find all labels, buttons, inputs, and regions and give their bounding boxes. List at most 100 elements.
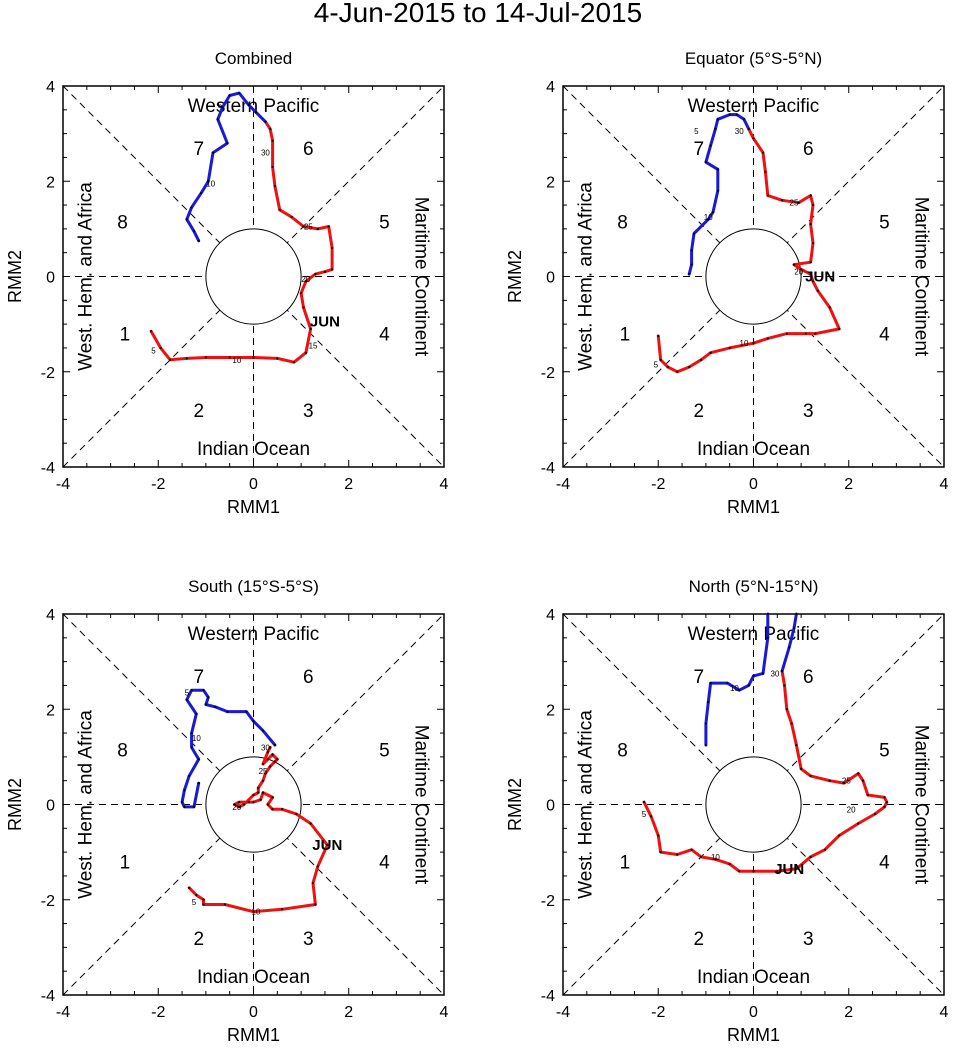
day-label: 20 xyxy=(794,268,803,277)
day-point xyxy=(197,781,200,785)
day-point xyxy=(716,118,719,121)
day-point xyxy=(238,801,241,804)
day-point xyxy=(795,743,798,747)
phase-label-7: 7 xyxy=(693,667,704,688)
phase-label-6: 6 xyxy=(303,139,314,160)
y-tick-label: -2 xyxy=(541,365,555,382)
x-tick-label: -2 xyxy=(651,1004,665,1021)
day-point xyxy=(252,793,255,797)
day-point xyxy=(738,689,741,692)
day-point xyxy=(728,862,731,866)
region-label-top: Western Pacific xyxy=(188,624,320,645)
day-point xyxy=(271,796,274,799)
day-label: 10 xyxy=(192,734,201,743)
region-label-right: Maritime Continent xyxy=(410,197,431,357)
day-label: 20 xyxy=(847,805,856,814)
x-tick-label: 0 xyxy=(749,1004,758,1021)
day-point xyxy=(785,332,788,335)
day-point xyxy=(752,342,755,345)
y-tick-label: 0 xyxy=(546,798,555,815)
day-point xyxy=(330,268,334,271)
day-point xyxy=(811,242,815,245)
day-point xyxy=(261,779,265,782)
day-point xyxy=(714,127,717,130)
day-point xyxy=(264,772,267,775)
day-point xyxy=(788,646,791,649)
day-point xyxy=(309,327,312,330)
day-point xyxy=(707,218,710,221)
day-label: 5 xyxy=(218,101,223,110)
day-point xyxy=(247,103,250,107)
y-tick-label: -2 xyxy=(41,365,55,382)
x-tick-label: -4 xyxy=(556,1004,570,1021)
y-tick-label: 4 xyxy=(546,607,555,624)
day-point xyxy=(857,822,860,825)
day-label: 5 xyxy=(151,346,156,355)
day-point xyxy=(273,760,277,763)
day-point xyxy=(188,886,191,889)
phase-label-2: 2 xyxy=(693,401,704,422)
region-label-bottom: Indian Ocean xyxy=(697,439,810,460)
day-point xyxy=(254,111,257,114)
day-point xyxy=(192,230,196,233)
day-point xyxy=(883,805,886,808)
day-point xyxy=(766,612,769,616)
day-point xyxy=(316,227,319,230)
y-tick-label: 2 xyxy=(546,174,555,191)
day-point xyxy=(780,670,784,673)
region-label-top: Western Pacific xyxy=(188,96,320,117)
day-point xyxy=(197,758,200,761)
phase-label-3: 3 xyxy=(303,401,314,422)
x-axis-label: RMM1 xyxy=(227,497,280,517)
phase-label-5: 5 xyxy=(879,213,890,234)
day-point xyxy=(214,705,217,708)
phase-label-7: 7 xyxy=(193,667,204,688)
phase-label-8: 8 xyxy=(617,213,628,234)
day-point xyxy=(238,92,241,95)
day-point xyxy=(811,203,815,207)
x-tick-label: -2 xyxy=(151,1004,165,1021)
day-point xyxy=(290,215,293,219)
month-label: JUN xyxy=(312,837,342,854)
day-point xyxy=(257,786,260,789)
day-point xyxy=(690,249,693,252)
panels-container: Combined -4 -2 0 2 4 -4 -2 0 2 4 RMM1 RMM2 Western Pa… xyxy=(5,49,949,1045)
region-label-right: Maritime Continent xyxy=(910,725,931,885)
day-point xyxy=(316,865,319,868)
day-point xyxy=(752,674,755,678)
day-point xyxy=(238,805,241,808)
day-point xyxy=(700,855,703,858)
day-label: 15 xyxy=(309,342,318,351)
day-point xyxy=(323,270,327,273)
day-point xyxy=(271,808,274,811)
day-point xyxy=(242,803,246,806)
day-point xyxy=(728,346,731,350)
day-point xyxy=(228,356,231,359)
phase-label-4: 4 xyxy=(379,853,390,874)
x-tick-label: 2 xyxy=(844,1004,853,1021)
day-point xyxy=(804,332,807,335)
day-point xyxy=(704,161,707,164)
day-point xyxy=(742,118,746,121)
panel-title: Combined xyxy=(215,49,293,68)
day-point xyxy=(276,357,279,360)
day-point xyxy=(204,703,207,706)
phase-label-1: 1 xyxy=(620,853,631,874)
day-point xyxy=(761,151,765,154)
day-point xyxy=(180,801,184,804)
day-point xyxy=(207,180,210,183)
day-point xyxy=(747,684,750,687)
region-label-top: Western Pacific xyxy=(688,96,820,117)
day-point xyxy=(280,908,284,911)
day-point xyxy=(764,170,767,173)
phase-label-4: 4 xyxy=(379,325,390,346)
phase-label-1: 1 xyxy=(120,325,131,346)
month-label: JUN xyxy=(774,861,804,878)
day-label: 30 xyxy=(770,670,779,679)
day-point xyxy=(252,801,255,804)
region-label-left: West. Hem. and Africa xyxy=(76,182,97,371)
june-trajectory xyxy=(149,120,334,364)
day-point xyxy=(885,801,888,804)
day-label: 30 xyxy=(261,149,270,158)
day-point xyxy=(657,334,660,338)
